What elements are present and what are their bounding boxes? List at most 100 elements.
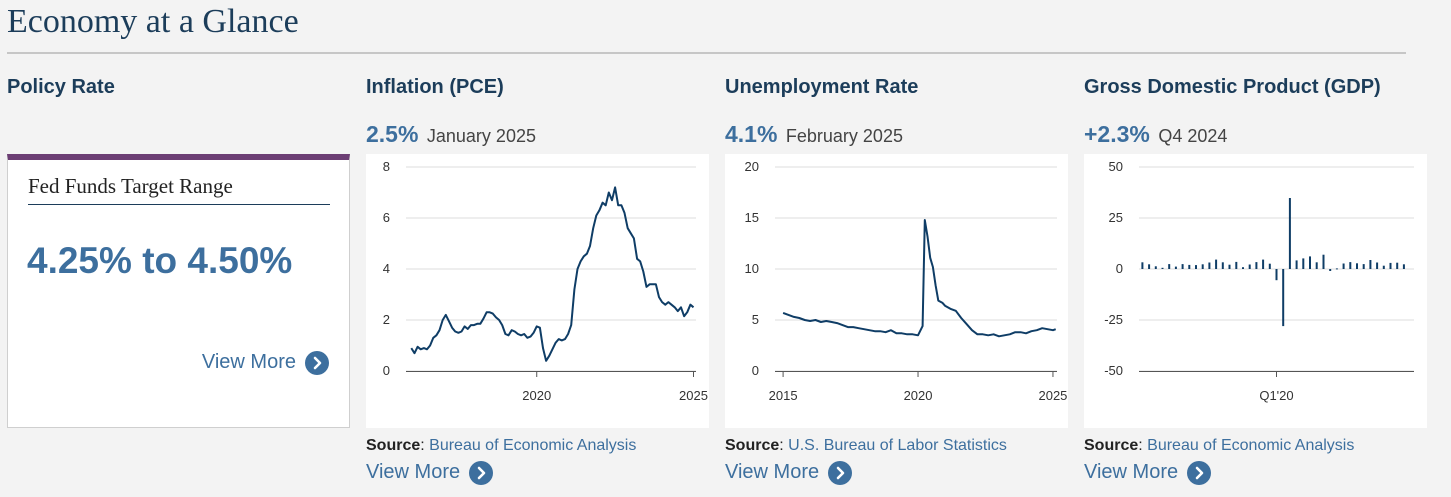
fed-funds-card-title: Fed Funds Target Range (28, 174, 330, 205)
y-tick-label: -25 (1104, 312, 1123, 327)
chevron-right-circle-icon (469, 461, 494, 485)
bar (1402, 264, 1405, 269)
source-label: Source (366, 437, 421, 454)
bar (1335, 268, 1338, 270)
bar (1282, 269, 1285, 327)
bar (1148, 264, 1151, 269)
unemployment-view-more-link[interactable]: View More (725, 460, 853, 485)
view-more-label: View More (366, 460, 461, 483)
inflation-period: January 2025 (426, 126, 536, 146)
bar (1288, 198, 1291, 269)
x-tick-label: 2025 (1038, 388, 1067, 403)
inflation-source-link[interactable]: Bureau of Economic Analysis (429, 437, 637, 454)
view-more-label: View More (201, 350, 296, 373)
inflation-value: 2.5% (366, 121, 419, 147)
bar (1356, 263, 1358, 269)
inflation-chart-svg: 0 2 4 6 8 2020 2025 (383, 159, 708, 403)
bar (1309, 256, 1311, 269)
gdp-chart: -50 -25 0 25 50 Q1'20 (1084, 154, 1427, 428)
bar (1181, 264, 1184, 269)
view-more-label: View More (725, 460, 820, 483)
y-tick-label: -50 (1104, 363, 1123, 378)
unemployment-period: February 2025 (785, 126, 903, 146)
y-tick-label: 20 (745, 159, 759, 174)
inflation-chart: 0 2 4 6 8 2020 2025 (366, 154, 709, 428)
bar (1248, 264, 1251, 269)
y-tick-label: 8 (383, 159, 390, 174)
bar (1161, 267, 1164, 269)
gdp-source: Source: Bureau of Economic Analysis (1084, 437, 1355, 454)
y-tick-label: 50 (1109, 159, 1123, 174)
page-title: Economy at a Glance (7, 3, 299, 40)
y-tick-label: 10 (745, 261, 759, 276)
bar (1342, 263, 1345, 269)
bar (1376, 262, 1379, 269)
fed-funds-target-range: 4.25% to 4.50% (27, 240, 293, 281)
bar (1242, 267, 1244, 269)
x-tick-label: 2020 (522, 388, 551, 403)
bar (1141, 262, 1144, 269)
bar (1329, 269, 1332, 271)
source-label: Source (725, 437, 780, 454)
source-label: Source (1084, 437, 1139, 454)
gdp-source-link[interactable]: Bureau of Economic Analysis (1147, 437, 1355, 454)
bar (1228, 264, 1231, 269)
bar (1349, 262, 1352, 269)
bar (1315, 262, 1318, 269)
y-tick-label: 15 (745, 210, 759, 225)
inflation-heading: Inflation (PCE) (366, 76, 504, 98)
gdp-section: Gross Domestic Product (GDP) +2.3% Q4 20… (1084, 76, 1429, 485)
chevron-right-circle-icon (828, 461, 853, 485)
policy-rate-heading: Policy Rate (7, 76, 115, 98)
bar (1255, 262, 1258, 269)
bar (1268, 263, 1271, 269)
unemployment-heading: Unemployment Rate (725, 76, 919, 98)
unemployment-metric: 4.1% February 2025 (725, 121, 903, 148)
y-tick-label: 4 (383, 261, 390, 276)
policy-rate-view-more-link[interactable]: View More (201, 350, 329, 375)
y-tick-label: 0 (383, 363, 390, 378)
bar (1396, 262, 1399, 269)
bar (1262, 259, 1265, 269)
bar (1154, 266, 1157, 269)
series-line (410, 186, 695, 362)
policy-rate-section: Policy Rate Fed Funds Target Range 4.25%… (7, 76, 352, 428)
x-tick-label: 2025 (679, 388, 708, 403)
bar (1215, 259, 1218, 269)
bar (1174, 266, 1177, 269)
unemployment-chart: 0 5 10 15 20 2015 2020 2025 (725, 154, 1068, 428)
gdp-view-more-link[interactable]: View More (1084, 460, 1212, 485)
view-more-label: View More (1084, 460, 1179, 483)
bar (1382, 265, 1385, 269)
bar (1221, 262, 1224, 269)
bar (1295, 260, 1298, 269)
bar (1195, 265, 1197, 269)
gdp-value: +2.3% (1084, 121, 1150, 147)
x-tick-label: 2020 (904, 388, 933, 403)
unemployment-chart-svg: 0 5 10 15 20 2015 2020 2025 (745, 159, 1068, 403)
bar (1322, 254, 1325, 269)
gdp-chart-svg: -50 -25 0 25 50 Q1'20 (1104, 159, 1414, 403)
title-divider (7, 52, 1406, 54)
bar (1275, 269, 1278, 281)
y-tick-label: 2 (383, 312, 390, 327)
inflation-metric: 2.5% January 2025 (366, 121, 536, 148)
bar (1168, 264, 1171, 269)
y-tick-label: 6 (383, 210, 390, 225)
unemployment-source: Source: U.S. Bureau of Labor Statistics (725, 437, 1007, 454)
bar (1369, 260, 1372, 269)
y-tick-label: 25 (1109, 210, 1123, 225)
inflation-section: Inflation (PCE) 2.5% January 2025 0 2 4 6 8 2… (366, 76, 711, 485)
fed-funds-card: Fed Funds Target Range 4.25% to 4.50% Vi… (7, 154, 350, 428)
x-tick-label: 2015 (769, 388, 798, 403)
unemployment-source-link[interactable]: U.S. Bureau of Labor Statistics (788, 437, 1007, 454)
unemployment-value: 4.1% (725, 121, 778, 147)
y-tick-label: 0 (1116, 261, 1123, 276)
inflation-view-more-link[interactable]: View More (366, 460, 494, 485)
series-line (782, 219, 1057, 338)
chevron-right-circle-icon (1187, 461, 1212, 485)
inflation-source: Source: Bureau of Economic Analysis (366, 437, 637, 454)
bar (1188, 264, 1191, 269)
y-tick-label: 5 (752, 312, 759, 327)
x-tick-label: Q1'20 (1259, 388, 1293, 403)
